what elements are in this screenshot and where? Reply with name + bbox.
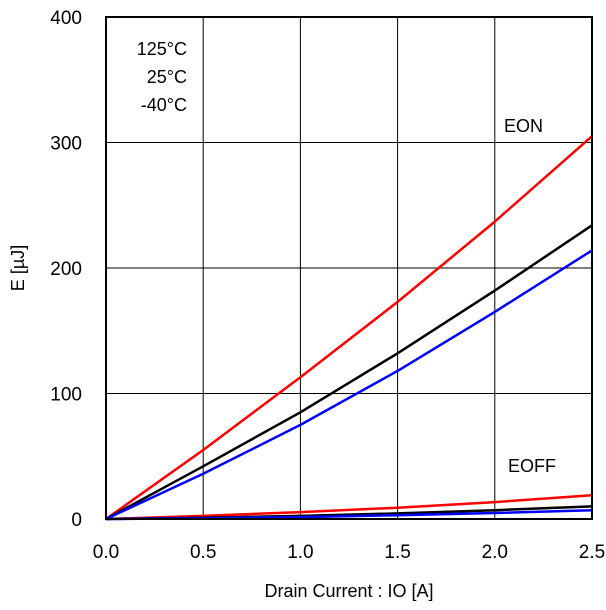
y-axis-label: E [µJ] [8,245,28,291]
y-tick-label: 200 [50,259,82,280]
x-tick-label: 0.0 [93,542,119,563]
plot-frame [105,16,593,520]
eon-annotation: EON [504,116,543,136]
x-tick-label: 0.5 [190,542,216,563]
grid-lines [106,17,592,519]
eoff-125c-series-line [105,493,593,521]
y-tick-label: 0 [71,510,82,531]
x-tick-label: 1.0 [287,542,313,563]
y-tick-label: 400 [50,8,82,29]
x-tick-label: 2.5 [579,542,605,563]
eon-125c-series-line [105,135,593,521]
eon-40c-series-line [105,249,593,521]
y-tick-label: 100 [50,385,82,406]
data-series [105,135,593,521]
eon-25c-series-line [105,224,593,521]
legend-entry-minus40c: -40°C [141,95,187,115]
legend-entry-125c: 125°C [137,39,187,59]
eoff-annotation: EOFF [508,456,556,476]
tick-labels: 0.0 0.5 1.0 1.5 2.0 2.5 0 100 200 300 400 [50,8,605,563]
x-tick-label: 2.0 [482,542,508,563]
legend: 125°C 25°C -40°C [137,39,187,115]
x-tick-label: 1.5 [384,542,410,563]
y-tick-label: 300 [50,134,82,155]
legend-entry-25c: 25°C [147,67,187,87]
x-axis-label: Drain Current : IO [A] [264,581,433,601]
